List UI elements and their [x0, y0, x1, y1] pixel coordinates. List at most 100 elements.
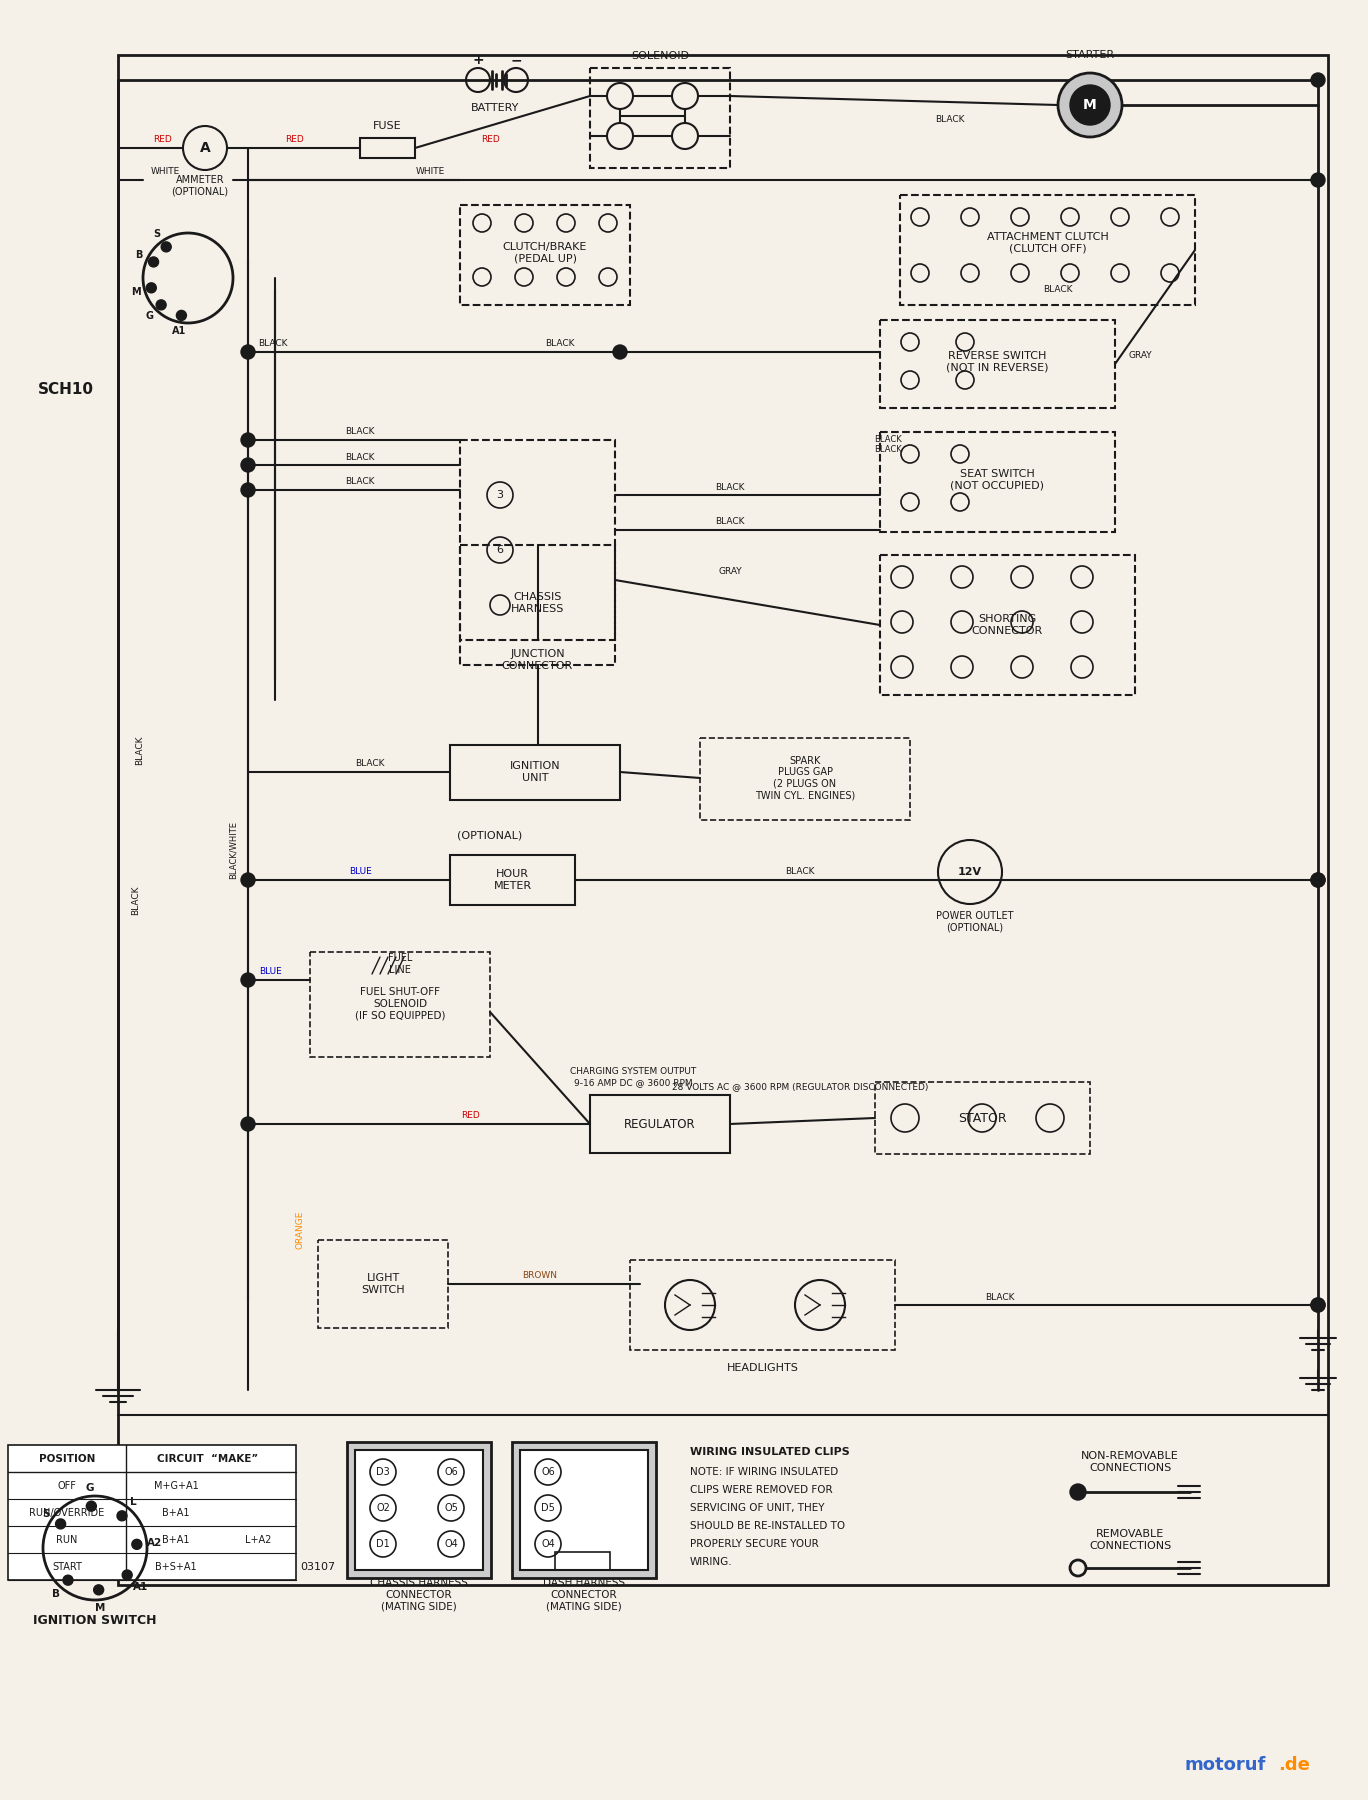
- Circle shape: [149, 257, 159, 266]
- Text: BLACK: BLACK: [345, 452, 375, 461]
- Text: WHITE: WHITE: [150, 167, 179, 176]
- Circle shape: [241, 434, 254, 446]
- Text: CLUTCH/BRAKE
(PEDAL UP): CLUTCH/BRAKE (PEDAL UP): [503, 243, 587, 265]
- Circle shape: [56, 1519, 66, 1528]
- Text: BLACK: BLACK: [345, 477, 375, 486]
- Text: BATTERY: BATTERY: [471, 103, 520, 113]
- Bar: [356, 1451, 483, 1570]
- Text: BLACK: BLACK: [546, 340, 575, 349]
- Text: A2: A2: [148, 1537, 163, 1548]
- Text: A1: A1: [133, 1582, 149, 1591]
- Text: L: L: [130, 1498, 137, 1507]
- Circle shape: [1070, 85, 1109, 124]
- Bar: [631, 1260, 895, 1350]
- Text: CLIPS WERE REMOVED FOR: CLIPS WERE REMOVED FOR: [689, 1485, 833, 1496]
- Text: GRAY: GRAY: [1129, 351, 1152, 360]
- Text: WIRING.: WIRING.: [689, 1557, 733, 1568]
- Circle shape: [63, 1575, 73, 1586]
- Circle shape: [156, 301, 166, 310]
- Text: SCH10: SCH10: [38, 383, 94, 398]
- Text: DASH HARNESS
CONNECTOR
(MATING SIDE): DASH HARNESS CONNECTOR (MATING SIDE): [543, 1579, 625, 1611]
- Text: START: START: [52, 1562, 82, 1571]
- Bar: [512, 1442, 657, 1579]
- Text: SPARK
PLUGS GAP
(2 PLUGS ON
TWIN CYL. ENGINES): SPARK PLUGS GAP (2 PLUGS ON TWIN CYL. EN…: [755, 756, 855, 801]
- Circle shape: [241, 1118, 254, 1130]
- Bar: [700, 738, 910, 821]
- Bar: [880, 554, 1135, 695]
- Text: O6: O6: [542, 1467, 555, 1478]
- Text: GRAY: GRAY: [718, 567, 741, 576]
- Text: (OPTIONAL): (OPTIONAL): [457, 830, 523, 841]
- Text: O4: O4: [445, 1539, 458, 1550]
- Text: RED: RED: [286, 135, 304, 144]
- Bar: [555, 1552, 610, 1570]
- Circle shape: [118, 1510, 127, 1521]
- Text: BLACK/WHITE: BLACK/WHITE: [228, 821, 238, 878]
- Text: ORANGE: ORANGE: [295, 1211, 305, 1249]
- Text: BLACK: BLACK: [131, 886, 141, 914]
- Text: POWER OUTLET
(OPTIONAL): POWER OUTLET (OPTIONAL): [936, 911, 1014, 932]
- Text: G: G: [146, 311, 153, 320]
- Circle shape: [241, 346, 254, 358]
- Text: .de: .de: [1278, 1757, 1311, 1775]
- Text: D3: D3: [376, 1467, 390, 1478]
- Circle shape: [161, 241, 171, 252]
- Text: CHASSIS HARNESS
CONNECTOR
(MATING SIDE): CHASSIS HARNESS CONNECTOR (MATING SIDE): [371, 1579, 468, 1611]
- Text: M+G+A1: M+G+A1: [153, 1481, 198, 1490]
- Text: B+S+A1: B+S+A1: [155, 1562, 197, 1571]
- Text: L+A2: L+A2: [245, 1535, 271, 1544]
- Text: SOLENOID: SOLENOID: [631, 50, 689, 61]
- Text: BLUE: BLUE: [259, 968, 282, 976]
- Circle shape: [1311, 1298, 1326, 1312]
- Bar: [880, 320, 1115, 409]
- Text: SHORTING
CONNECTOR: SHORTING CONNECTOR: [971, 614, 1044, 635]
- Circle shape: [1311, 74, 1326, 86]
- Text: RUN: RUN: [56, 1535, 78, 1544]
- Circle shape: [241, 974, 254, 986]
- Bar: [8, 1445, 295, 1580]
- Text: BLACK: BLACK: [785, 868, 815, 877]
- Text: B: B: [135, 250, 142, 261]
- Circle shape: [86, 1501, 96, 1512]
- Circle shape: [122, 1570, 133, 1580]
- Text: RUN/OVERRIDE: RUN/OVERRIDE: [29, 1508, 104, 1517]
- Text: BLACK: BLACK: [874, 436, 902, 445]
- Text: BLACK: BLACK: [985, 1292, 1015, 1301]
- Text: A: A: [200, 140, 211, 155]
- Text: REVERSE SWITCH
(NOT IN REVERSE): REVERSE SWITCH (NOT IN REVERSE): [947, 351, 1049, 373]
- Bar: [450, 855, 575, 905]
- Text: SERVICING OF UNIT, THEY: SERVICING OF UNIT, THEY: [689, 1503, 825, 1514]
- Text: STARTER: STARTER: [1066, 50, 1115, 59]
- Text: B: B: [52, 1589, 60, 1598]
- Text: FUSE: FUSE: [372, 121, 401, 131]
- Text: NON-REMOVABLE
CONNECTIONS: NON-REMOVABLE CONNECTIONS: [1081, 1451, 1179, 1472]
- Circle shape: [93, 1584, 104, 1595]
- Circle shape: [241, 873, 254, 887]
- Text: OFF: OFF: [57, 1481, 77, 1490]
- Bar: [460, 439, 616, 641]
- Text: REGULATOR: REGULATOR: [624, 1118, 696, 1130]
- Text: BLACK: BLACK: [936, 115, 964, 124]
- Bar: [590, 68, 731, 167]
- Text: BLACK: BLACK: [715, 482, 744, 491]
- Bar: [876, 1082, 1090, 1154]
- Text: 6: 6: [497, 545, 503, 554]
- Text: FUEL SHUT-OFF
SOLENOID
(IF SO EQUIPPED): FUEL SHUT-OFF SOLENOID (IF SO EQUIPPED): [354, 988, 445, 1021]
- Text: IGNITION
UNIT: IGNITION UNIT: [510, 761, 561, 783]
- Text: S: S: [153, 229, 160, 239]
- Circle shape: [1311, 1298, 1326, 1312]
- Text: BLACK: BLACK: [259, 340, 287, 349]
- Bar: [360, 139, 415, 158]
- Text: LIGHT
SWITCH: LIGHT SWITCH: [361, 1273, 405, 1294]
- Bar: [590, 1094, 731, 1154]
- Text: 12V: 12V: [958, 868, 982, 877]
- Circle shape: [176, 310, 186, 320]
- Bar: [118, 56, 1328, 1586]
- Text: BLACK: BLACK: [356, 760, 384, 769]
- Bar: [317, 1240, 447, 1328]
- Text: BLACK: BLACK: [345, 428, 375, 437]
- Text: FUEL
LINE: FUEL LINE: [387, 954, 412, 976]
- Bar: [450, 745, 620, 799]
- Text: ATTACHMENT CLUTCH
(CLUTCH OFF): ATTACHMENT CLUTCH (CLUTCH OFF): [986, 232, 1108, 254]
- Text: −: −: [510, 52, 521, 67]
